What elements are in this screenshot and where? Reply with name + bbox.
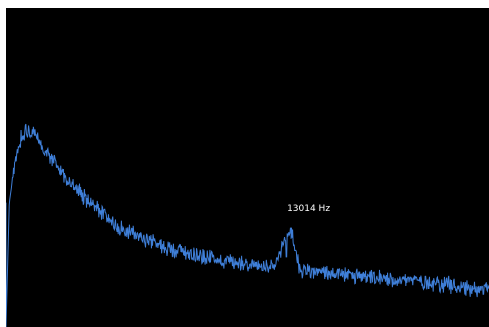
spectrum-plot-area[interactable]: 13014 Hz <box>6 8 489 327</box>
spectrum-noise-layer <box>6 202 292 327</box>
spectrum-series-line <box>6 123 489 327</box>
spectrum-svg <box>6 123 489 327</box>
